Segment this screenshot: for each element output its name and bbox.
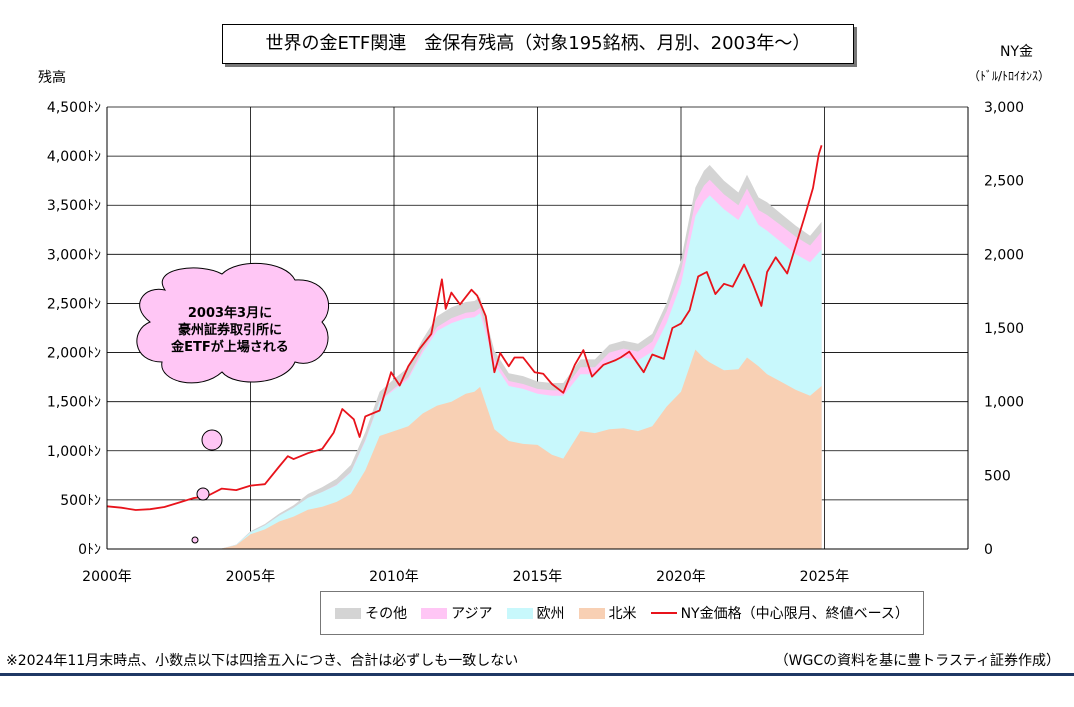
legend-item-asia: アジア	[421, 603, 493, 623]
legend-item-other: その他	[335, 603, 407, 623]
stacked-areas	[198, 165, 822, 549]
legend-swatch-other	[335, 607, 362, 619]
callout-line-3: 金ETFが上場される	[170, 339, 289, 355]
right-axis-unit: （ﾄﾞﾙ/ﾄﾛｲｵﾝｽ）	[968, 69, 1050, 83]
legend-swatch-ny-gold	[650, 612, 677, 614]
legend-item-europe: 欧州	[506, 603, 565, 623]
right-tick-label: 1,500	[984, 321, 1024, 337]
tick-labels: 0ﾄﾝ 500ﾄﾝ 1,000ﾄﾝ 1,500ﾄﾝ 2,000ﾄﾝ 2,500ﾄﾝ 3,00…	[47, 100, 1024, 585]
right-tick-label: 1,000	[984, 395, 1024, 411]
legend-item-ny-gold: NY金価格（中心限月、終値ベース）	[650, 603, 909, 623]
x-tick-label: 2010年	[369, 569, 419, 585]
area-north-america	[198, 349, 822, 549]
right-tick-label: 500	[984, 468, 1011, 484]
legend-label-other: その他	[365, 606, 408, 622]
left-tick-label: 3,500ﾄﾝ	[47, 198, 101, 214]
right-tick-label: 2,500	[984, 174, 1024, 190]
axes	[106, 107, 969, 550]
legend-label-asia: アジア	[451, 606, 493, 622]
source-credit: （WGCの資料を基に豊トラスティ証券作成）	[774, 653, 1060, 669]
x-tick-label: 2005年	[226, 569, 276, 585]
callout-cloud	[136, 262, 330, 384]
bottom-divider	[0, 673, 1074, 676]
x-tick-label: 2020年	[656, 569, 706, 585]
legend: その他 アジア 欧州 北米 NY金価格（中心限月、終値ベース）	[320, 591, 924, 635]
price-line	[106, 145, 823, 511]
legend-swatch-europe	[506, 607, 533, 619]
callout-bubble: 2003年3月に 豪州証券取引所に 金ETFが上場される	[136, 262, 330, 544]
x-tick-label: 2015年	[513, 569, 563, 585]
ny-gold-price-line	[106, 145, 823, 511]
chart-title: 世界の金ETF関連 金保有残高（対象195銘柄、月別、2003年～）	[222, 24, 854, 64]
left-tick-label: 3,000ﾄﾝ	[47, 247, 101, 263]
left-axis-title: 残高	[38, 69, 66, 86]
left-tick-label: 4,500ﾄﾝ	[47, 100, 101, 116]
right-tick-label: 0	[984, 542, 993, 558]
left-tick-label: 2,500ﾄﾝ	[47, 296, 101, 312]
left-tick-label: 0ﾄﾝ	[78, 542, 101, 558]
legend-swatch-north-america	[578, 607, 605, 619]
callout-line-1: 2003年3月に	[188, 305, 272, 321]
left-tick-label: 1,500ﾄﾝ	[47, 395, 101, 411]
callout-dot-large	[201, 429, 223, 451]
left-tick-label: 1,000ﾄﾝ	[47, 444, 101, 460]
right-axis-title: NY金	[1000, 44, 1033, 60]
x-tick-label: 2000年	[82, 569, 132, 585]
left-tick-label: 500ﾄﾝ	[60, 493, 101, 509]
left-tick-label: 2,000ﾄﾝ	[47, 346, 101, 362]
x-tick-label: 2025年	[800, 569, 850, 585]
legend-swatch-asia	[421, 607, 448, 619]
right-tick-label: 2,000	[984, 247, 1024, 263]
callout-dot-medium	[196, 487, 210, 501]
callout-dot-small	[191, 536, 199, 544]
right-tick-label: 3,000	[984, 100, 1024, 116]
legend-label-europe: 欧州	[536, 606, 565, 622]
legend-label-ny-gold: NY金価格（中心限月、終値ベース）	[680, 606, 909, 622]
footnote: ※2024年11月末時点、小数点以下は四捨五入につき、合計は必ずしも一致しない	[6, 653, 519, 669]
legend-label-north-america: 北米	[608, 606, 637, 622]
left-tick-label: 4,000ﾄﾝ	[47, 149, 101, 165]
callout-line-2: 豪州証券取引所に	[178, 322, 282, 338]
legend-item-north-america: 北米	[578, 603, 637, 623]
